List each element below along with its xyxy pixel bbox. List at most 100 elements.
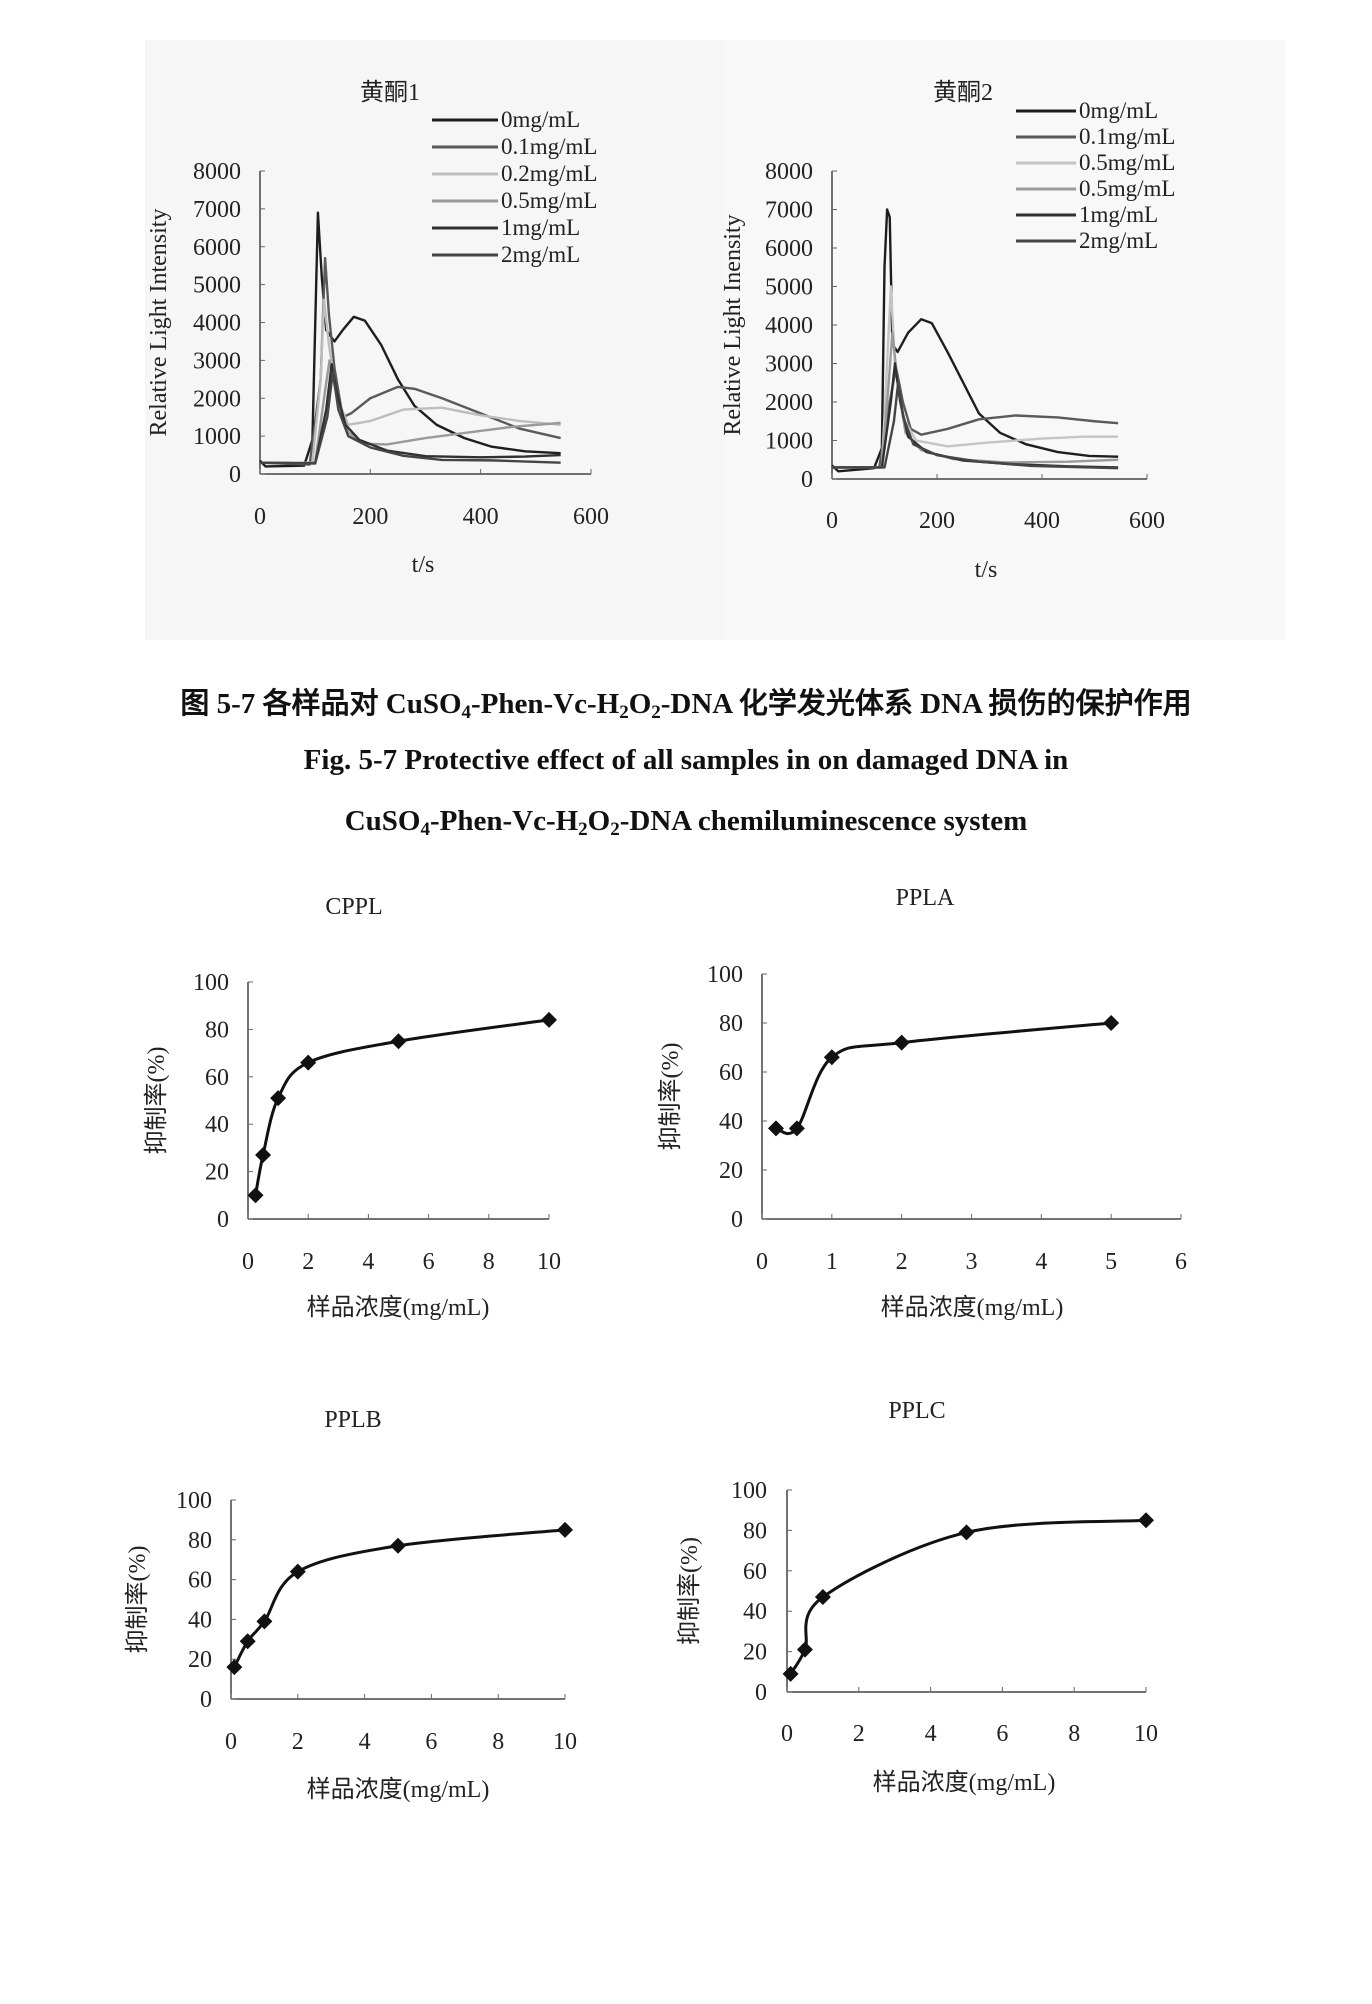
legend-label: 0mg/mL xyxy=(501,107,580,132)
y-tick-label: 100 xyxy=(193,970,229,996)
data-point-marker xyxy=(788,1120,805,1137)
legend-label: 2mg/mL xyxy=(501,242,580,267)
y-tick-label: 20 xyxy=(188,1647,212,1673)
chart-title: PPLC xyxy=(888,1398,945,1424)
chart-title: 黄酮2 xyxy=(933,79,993,106)
y-tick-label: 80 xyxy=(188,1528,212,1554)
x-tick-label: 6 xyxy=(425,1729,437,1755)
data-point-marker xyxy=(390,1033,407,1050)
x-tick-label: 8 xyxy=(1068,1721,1080,1747)
caption-sub: 4 xyxy=(420,819,430,840)
y-tick-label: 60 xyxy=(743,1559,767,1585)
legend-label: 0.1mg/mL xyxy=(501,134,597,159)
y-tick-label: 6000 xyxy=(765,236,813,262)
legend-label: 2mg/mL xyxy=(1079,228,1158,253)
x-axis-label: 样品浓度(mg/mL) xyxy=(881,1294,1064,1321)
chart-title: PPLB xyxy=(324,1407,381,1433)
data-point-marker xyxy=(958,1524,975,1541)
y-axis-label: Relative Light Intensity xyxy=(146,209,172,437)
y-tick-label: 100 xyxy=(176,1488,212,1514)
y-tick-label: 40 xyxy=(719,1109,743,1135)
x-tick-label: 10 xyxy=(553,1729,577,1755)
x-axis-label: 样品浓度(mg/mL) xyxy=(307,1294,490,1321)
y-tick-label: 20 xyxy=(719,1158,743,1184)
x-tick-label: 4 xyxy=(362,1249,374,1275)
y-tick-label: 1000 xyxy=(193,424,241,450)
y-tick-label: 0 xyxy=(200,1687,212,1713)
series-line xyxy=(254,1018,550,1196)
x-axis-label: t/s xyxy=(412,552,435,578)
data-point-marker xyxy=(256,1613,273,1630)
data-point-marker xyxy=(300,1054,317,1071)
y-tick-label: 40 xyxy=(188,1607,212,1633)
data-point-marker xyxy=(1138,1512,1154,1529)
data-point-marker xyxy=(390,1537,406,1554)
y-tick-label: 1000 xyxy=(765,429,813,455)
series-line xyxy=(831,208,1119,473)
data-point-marker xyxy=(1103,1015,1120,1031)
y-tick-label: 0 xyxy=(217,1207,229,1233)
caption-text: -Phen-Vc-H xyxy=(471,688,620,720)
x-axis-label: 样品浓度(mg/mL) xyxy=(873,1769,1056,1796)
x-tick-label: 0 xyxy=(756,1249,768,1275)
x-tick-label: 200 xyxy=(919,508,955,534)
y-tick-label: 0 xyxy=(755,1680,767,1706)
y-tick-label: 0 xyxy=(731,1207,743,1233)
x-tick-label: 10 xyxy=(1134,1721,1158,1747)
x-tick-label: 0 xyxy=(826,508,838,534)
y-tick-label: 4000 xyxy=(765,313,813,339)
x-tick-label: 4 xyxy=(359,1729,371,1755)
caption-text: CuSO xyxy=(344,805,421,837)
y-tick-label: 6000 xyxy=(193,235,241,261)
x-tick-label: 400 xyxy=(1024,508,1060,534)
x-tick-label: 6 xyxy=(996,1721,1008,1747)
caption-text: O xyxy=(628,688,652,720)
y-tick-label: 80 xyxy=(205,1017,229,1043)
caption-sub: 2 xyxy=(610,819,620,840)
x-tick-label: 2 xyxy=(853,1721,865,1747)
x-tick-label: 8 xyxy=(483,1249,495,1275)
x-tick-label: 4 xyxy=(925,1721,937,1747)
x-tick-label: 2 xyxy=(896,1249,908,1275)
x-tick-label: 5 xyxy=(1105,1249,1117,1275)
y-tick-label: 2000 xyxy=(765,390,813,416)
caption-text: -DNA 化学发光体系 DNA 损伤的保护作用 xyxy=(660,688,1192,720)
x-tick-label: 0 xyxy=(254,504,266,530)
y-tick-label: 0 xyxy=(801,467,813,493)
series-line xyxy=(789,1518,1147,1675)
data-point-marker xyxy=(541,1011,557,1028)
series-line xyxy=(832,331,1119,469)
x-tick-label: 200 xyxy=(352,504,388,530)
y-tick-label: 2000 xyxy=(193,386,241,412)
y-tick-label: 5000 xyxy=(193,273,241,299)
y-tick-label: 40 xyxy=(205,1112,229,1138)
series-line xyxy=(259,362,561,465)
data-point-marker xyxy=(557,1521,573,1538)
x-tick-label: 0 xyxy=(225,1729,237,1755)
legend-label: 0.5mg/mL xyxy=(1079,176,1175,201)
x-tick-label: 400 xyxy=(463,504,499,530)
data-point-marker xyxy=(255,1147,272,1164)
chart-title: PPLA xyxy=(896,885,955,911)
y-tick-label: 60 xyxy=(719,1060,743,1086)
x-tick-label: 600 xyxy=(573,504,609,530)
y-tick-label: 3000 xyxy=(765,352,813,378)
data-point-marker xyxy=(796,1641,813,1658)
y-tick-label: 60 xyxy=(188,1568,212,1594)
x-tick-label: 0 xyxy=(242,1249,254,1275)
x-tick-label: 6 xyxy=(1175,1249,1187,1275)
y-axis-label: 抑制率(%) xyxy=(143,1047,170,1155)
x-tick-label: 2 xyxy=(292,1729,304,1755)
y-tick-label: 20 xyxy=(205,1160,229,1186)
x-tick-label: 10 xyxy=(537,1249,561,1275)
legend-label: 0.1mg/mL xyxy=(1079,124,1175,149)
legend-label: 0.2mg/mL xyxy=(501,161,597,186)
data-point-marker xyxy=(270,1090,287,1107)
caption-sub: 2 xyxy=(619,702,629,723)
x-tick-label: 1 xyxy=(826,1249,838,1275)
series-line xyxy=(832,285,1119,469)
y-axis-label: 抑制率(%) xyxy=(124,1546,151,1654)
x-tick-label: 6 xyxy=(423,1249,435,1275)
caption-chinese: 图 5-7 各样品对 CuSO4-Phen-Vc-H2O2-DNA 化学发光体系… xyxy=(0,680,1372,724)
